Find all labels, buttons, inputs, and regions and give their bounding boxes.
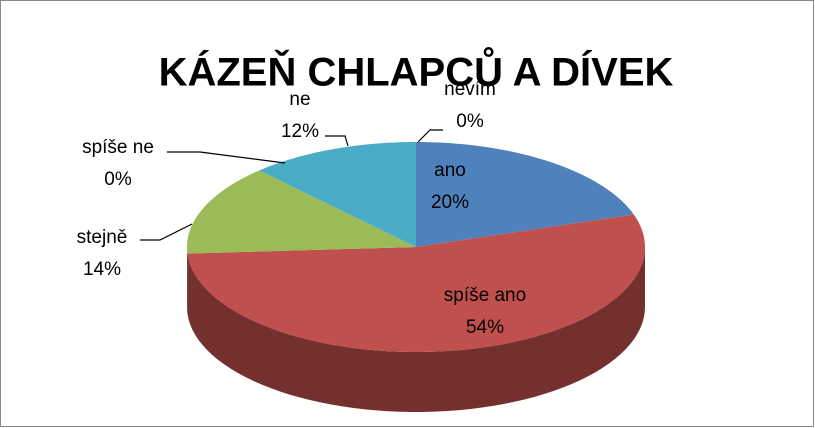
data-label-value: 20% xyxy=(431,192,469,213)
data-label-name: ano xyxy=(434,160,466,181)
leader-line xyxy=(167,151,286,164)
leader-line xyxy=(417,129,443,143)
slice-side xyxy=(187,247,645,412)
data-label-value: 12% xyxy=(281,121,319,142)
data-label-name: spíše ano xyxy=(444,285,526,306)
data-label-name: nevím xyxy=(444,79,496,100)
slice xyxy=(259,142,416,247)
pie xyxy=(187,142,645,412)
data-label-value: 0% xyxy=(104,169,132,190)
data-label-value: 14% xyxy=(83,259,121,280)
slice xyxy=(416,142,634,247)
slice xyxy=(187,170,416,254)
data-label-name: spíše ne xyxy=(82,137,154,158)
data-label-value: 54% xyxy=(466,317,504,338)
data-label-name: ne xyxy=(289,89,310,110)
leader-line xyxy=(325,135,349,147)
slice xyxy=(187,214,645,352)
data-label-name: stejně xyxy=(77,227,128,248)
chart-title: KÁZEŇ CHLAPCŮ A DÍVEK xyxy=(159,46,674,95)
data-label-value: 0% xyxy=(456,111,484,132)
leader-line xyxy=(140,223,193,241)
